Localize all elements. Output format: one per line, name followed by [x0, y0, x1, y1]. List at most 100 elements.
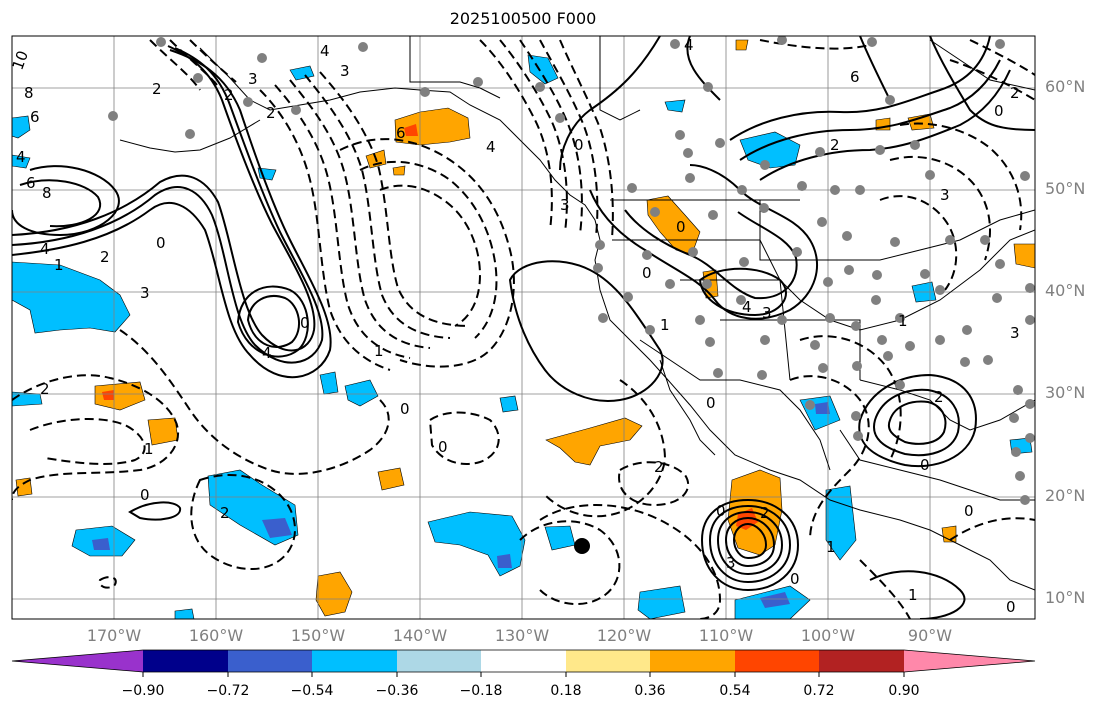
colorbar-tick-label: 0.90: [888, 683, 920, 699]
lon-label: 130°W: [494, 626, 550, 645]
contour-label: 0: [1006, 598, 1016, 616]
contour-label: 2: [100, 248, 110, 266]
contour-label: 3: [340, 62, 350, 80]
colorbar-tick-label: −0.72: [206, 683, 250, 699]
contour-label: 1: [374, 342, 384, 360]
contour-label: 2: [224, 86, 234, 104]
dark-blue-region: [815, 402, 830, 414]
blue-region: [499, 395, 519, 413]
blue-region: [289, 65, 315, 81]
colorbar-tick-label: −0.18: [459, 683, 503, 699]
station-dots: [108, 36, 1035, 505]
contour-label: 0: [300, 314, 310, 332]
lon-label: 90°W: [907, 626, 953, 645]
lon-label: 110°W: [698, 626, 754, 645]
contour-label: 1: [660, 316, 670, 334]
orange-region: [15, 477, 33, 497]
blue-region: [825, 485, 857, 561]
contour-label: 2: [1010, 84, 1020, 102]
contour-label: 2: [830, 136, 840, 154]
contour-label: 6: [26, 174, 36, 192]
contour-label: 3: [1010, 324, 1020, 342]
lat-label: 20°N: [1045, 486, 1086, 505]
colorbar-tick-label: −0.54: [290, 683, 334, 699]
lat-label: 10°N: [1045, 588, 1086, 607]
contour-label: 1: [826, 538, 836, 556]
dark-blue-region: [497, 554, 512, 568]
blue-region: [12, 115, 31, 139]
map-title: 2025100500 F000: [449, 9, 597, 28]
contour-label: 8: [42, 184, 52, 202]
lon-label: 160°W: [188, 626, 244, 645]
contour-label: 4: [742, 298, 752, 316]
contour-label: 2: [934, 388, 944, 406]
contour-label: 0: [676, 218, 686, 236]
contour-label: 3: [726, 554, 736, 572]
contour-label: 3: [940, 186, 950, 204]
orange-region: [377, 467, 405, 491]
lat-label: 60°N: [1045, 77, 1086, 96]
colorbar-low-arrow: [12, 650, 143, 672]
colorbar-tick-label: 0.18: [550, 683, 582, 699]
contour-label: 1: [144, 440, 154, 458]
contour-label: 2: [654, 458, 664, 476]
contour-label: 6: [396, 124, 406, 142]
contour-label: 2: [760, 504, 770, 522]
blue-region: [12, 154, 31, 169]
colorbar-tick-label: −0.90: [121, 683, 165, 699]
contour-label: 1: [898, 312, 908, 330]
marker-dot: [574, 538, 590, 554]
contour-label: 4: [684, 36, 694, 54]
colorbar-tick-label: 0.72: [803, 683, 835, 699]
map-frame: [11, 35, 1036, 620]
contour-label: 3: [248, 70, 258, 88]
blue-region: [319, 371, 339, 395]
contour-label: 0: [574, 136, 584, 154]
blue-region: [527, 54, 559, 85]
contour-label: 0: [400, 400, 410, 418]
contour-label: 4: [40, 240, 50, 258]
orange-region: [94, 381, 146, 411]
orange-region: [392, 165, 406, 176]
red-region: [404, 124, 418, 136]
lon-label: 150°W: [290, 626, 346, 645]
blue-region: [739, 131, 801, 169]
colorbar-segment: [397, 650, 481, 672]
contour-label: 2: [266, 104, 276, 122]
contour-label: 0: [642, 264, 652, 282]
contour-label: 8: [24, 84, 34, 102]
orange-region: [545, 417, 643, 466]
contour-label: 4: [262, 344, 272, 362]
colorbar-tick-label: −0.36: [375, 683, 419, 699]
orange-region: [907, 113, 935, 131]
colorbar-segment: [735, 650, 819, 672]
lat-label: 40°N: [1045, 281, 1086, 300]
contour-label: 3: [762, 304, 772, 322]
contour-label: 4: [16, 148, 26, 166]
colorbar-tick-label: 0.36: [634, 683, 666, 699]
orange-region: [735, 39, 749, 51]
shaded-anomaly-regions: [12, 39, 1035, 619]
colorbar-segment: [566, 650, 650, 672]
contour-label: 0: [140, 486, 150, 504]
contour-label: 0: [920, 456, 930, 474]
dark-blue-region: [262, 518, 292, 538]
contour-label: 0: [706, 394, 716, 412]
contour-label: 2: [152, 80, 162, 98]
contour-label: 2: [40, 380, 50, 398]
contour-label: 6: [30, 108, 40, 126]
contour-label: 0: [438, 438, 448, 456]
blue-region: [664, 99, 686, 113]
contour-label: 0: [994, 102, 1004, 120]
blue-region: [344, 379, 379, 407]
contour-label: 6: [850, 68, 860, 86]
blue-region: [12, 261, 131, 334]
orange-region: [1013, 243, 1035, 269]
contour-label: 4: [486, 138, 496, 156]
contour-label: 1: [908, 586, 918, 604]
contour-label: 4: [320, 42, 330, 60]
contour-label: 1: [54, 256, 64, 274]
lat-label: 30°N: [1045, 383, 1086, 402]
lon-label: 140°W: [392, 626, 448, 645]
colorbar-tick-label: 0.54: [719, 683, 751, 699]
